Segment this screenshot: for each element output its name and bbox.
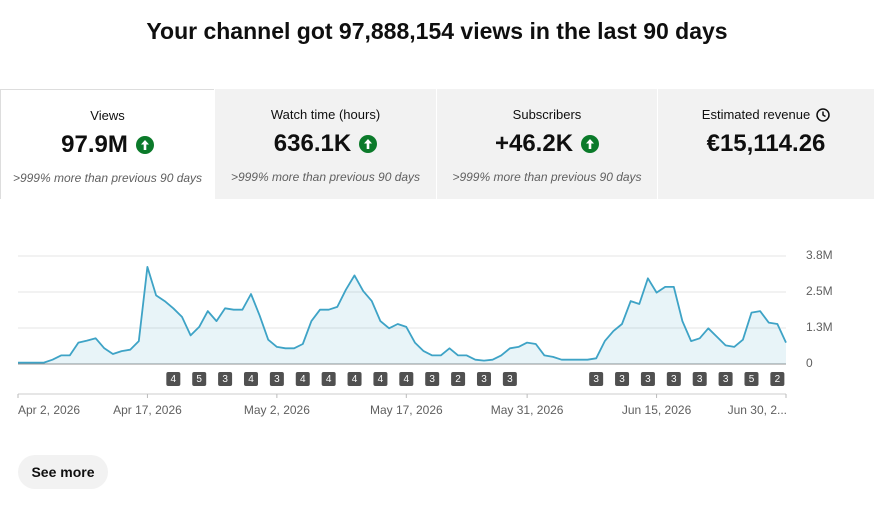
marker-count: 3 bbox=[619, 374, 625, 385]
marker-box bbox=[451, 372, 466, 386]
title: Your channel got 97,888,154 views in the… bbox=[146, 18, 728, 44]
metric-card[interactable]: Watch time (hours) 636.1K >999% more tha… bbox=[215, 89, 436, 199]
see-more-button[interactable]: See more bbox=[18, 455, 108, 489]
marker-box bbox=[321, 372, 336, 386]
marker-box bbox=[269, 372, 284, 386]
card-value: +46.2K bbox=[494, 130, 574, 157]
line bbox=[18, 266, 787, 364]
marker-box bbox=[166, 372, 181, 386]
marker-box bbox=[640, 372, 655, 386]
marker-box bbox=[502, 372, 517, 386]
marker-count: 3 bbox=[697, 374, 703, 385]
marker-count: 3 bbox=[274, 374, 280, 385]
marker-count: 5 bbox=[749, 374, 755, 385]
x-tick-label: May 17, 2026 bbox=[370, 403, 443, 417]
marker-box bbox=[425, 372, 440, 386]
marker-box bbox=[243, 372, 258, 386]
card-label: Estimated revenue bbox=[701, 107, 811, 122]
y-tick-label: 2.5M bbox=[806, 284, 833, 298]
marker-box bbox=[399, 372, 414, 386]
x-tick-label: Apr 17, 2026 bbox=[113, 403, 182, 417]
marker-count: 4 bbox=[171, 374, 177, 385]
marker-count: 3 bbox=[671, 374, 677, 385]
marker-count: 4 bbox=[404, 374, 410, 385]
x-tick-label: May 2, 2026 bbox=[244, 403, 310, 417]
marker-box bbox=[589, 372, 604, 386]
marker-box bbox=[744, 372, 759, 386]
marker-box bbox=[666, 372, 681, 386]
x-tick-label: Jun 15, 2026 bbox=[622, 403, 692, 417]
marker-count: 3 bbox=[429, 374, 435, 385]
marker-count: 4 bbox=[352, 374, 358, 385]
marker-box bbox=[347, 372, 362, 386]
card-label: Watch time (hours) bbox=[270, 107, 381, 122]
marker-box bbox=[770, 372, 785, 386]
marker-box bbox=[192, 372, 207, 386]
x-tick-label: Jun 30, 2... bbox=[728, 403, 787, 417]
marker-count: 3 bbox=[723, 374, 729, 385]
marker-count: 2 bbox=[455, 374, 461, 385]
marker-box bbox=[692, 372, 707, 386]
marker-count: 3 bbox=[593, 374, 599, 385]
up-icon bbox=[135, 136, 154, 154]
marker-box bbox=[718, 372, 733, 386]
up-icon bbox=[581, 135, 600, 153]
y-tick-label: 3.8M bbox=[806, 248, 833, 262]
card-label: Views bbox=[90, 108, 125, 123]
marker-count: 4 bbox=[300, 374, 306, 385]
marker-count: 4 bbox=[248, 374, 254, 385]
marker-box bbox=[615, 372, 630, 386]
marker-count: 4 bbox=[326, 374, 332, 385]
up-icon bbox=[359, 135, 378, 153]
y-tick-label: 1.3M bbox=[806, 320, 833, 334]
card-value: €15,114.26 bbox=[706, 130, 826, 157]
marker-box bbox=[218, 372, 233, 386]
card-note: >999% more than previous 90 days bbox=[452, 170, 642, 184]
marker-box bbox=[295, 372, 310, 386]
marker-count: 3 bbox=[507, 374, 513, 385]
x-tick-label: May 31, 2026 bbox=[491, 403, 564, 417]
marker-count: 3 bbox=[481, 374, 487, 385]
card-label: Subscribers bbox=[512, 107, 582, 122]
marker-count: 3 bbox=[222, 374, 228, 385]
clock-icon bbox=[816, 107, 830, 122]
card-value: 636.1K bbox=[273, 130, 352, 157]
marker-box bbox=[373, 372, 388, 386]
metric-card[interactable]: Views 97.9M >999% more than previous 90 … bbox=[0, 89, 214, 199]
marker-box bbox=[476, 372, 491, 386]
marker-count: 2 bbox=[775, 374, 781, 385]
marker-count: 5 bbox=[196, 374, 202, 385]
metric-card[interactable]: Estimated revenue €15,114.26 bbox=[658, 89, 874, 199]
marker-count: 3 bbox=[645, 374, 651, 385]
card-note: >999% more than previous 90 days bbox=[230, 170, 421, 184]
x-tick-label: Apr 2, 2026 bbox=[18, 403, 80, 417]
card-value: 97.9M bbox=[61, 131, 128, 158]
marker-count: 4 bbox=[378, 374, 384, 385]
area bbox=[18, 266, 786, 364]
y-tick-label: 0 bbox=[806, 356, 813, 370]
card-note: >999% more than previous 90 days bbox=[12, 171, 203, 185]
metric-card[interactable]: Subscribers +46.2K >999% more than previ… bbox=[437, 89, 657, 199]
